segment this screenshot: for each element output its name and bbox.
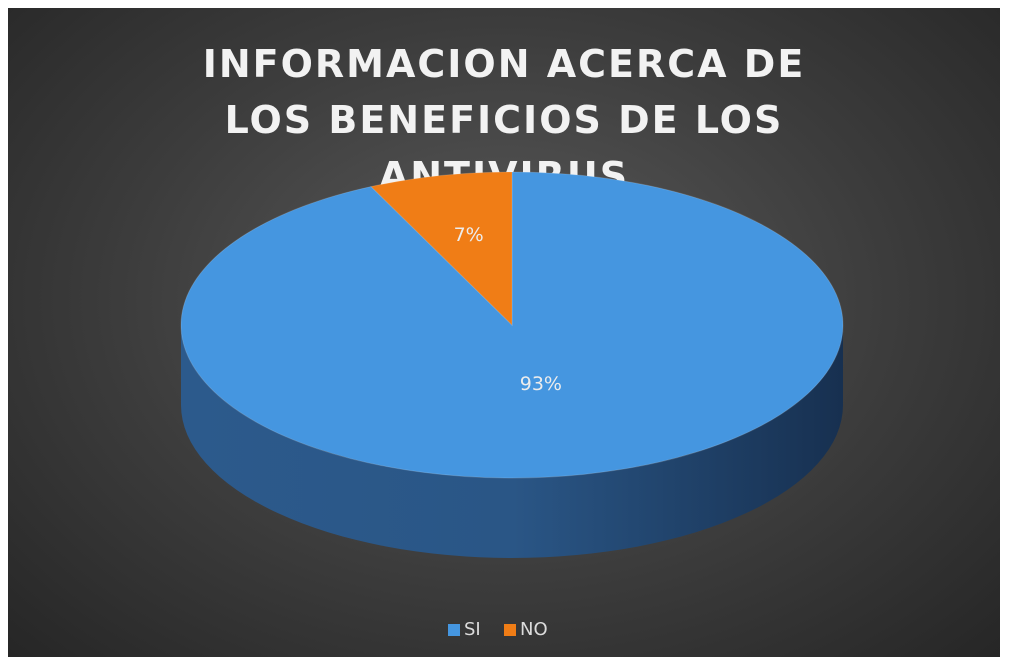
title-box: INFORMACION ACERCA DE LOS BENEFICIOS DE … (8, 36, 1000, 204)
chart: 93% 7% SI NO (180, 171, 844, 640)
legend-swatch (448, 624, 460, 636)
pie-slice (370, 171, 513, 327)
pie-slice (180, 171, 844, 479)
chart-title: INFORMACION ACERCA DE LOS BENEFICIOS DE … (202, 42, 806, 198)
legend-swatch (504, 624, 516, 636)
data-label: 93% (520, 373, 562, 395)
legend-label: SI (464, 619, 481, 640)
pie-slice-side (181, 325, 843, 558)
data-label: 7% (454, 224, 484, 246)
legend-label: NO (520, 619, 548, 640)
chart-area: INFORMACION ACERCA DE LOS BENEFICIOS DE … (8, 8, 1000, 657)
